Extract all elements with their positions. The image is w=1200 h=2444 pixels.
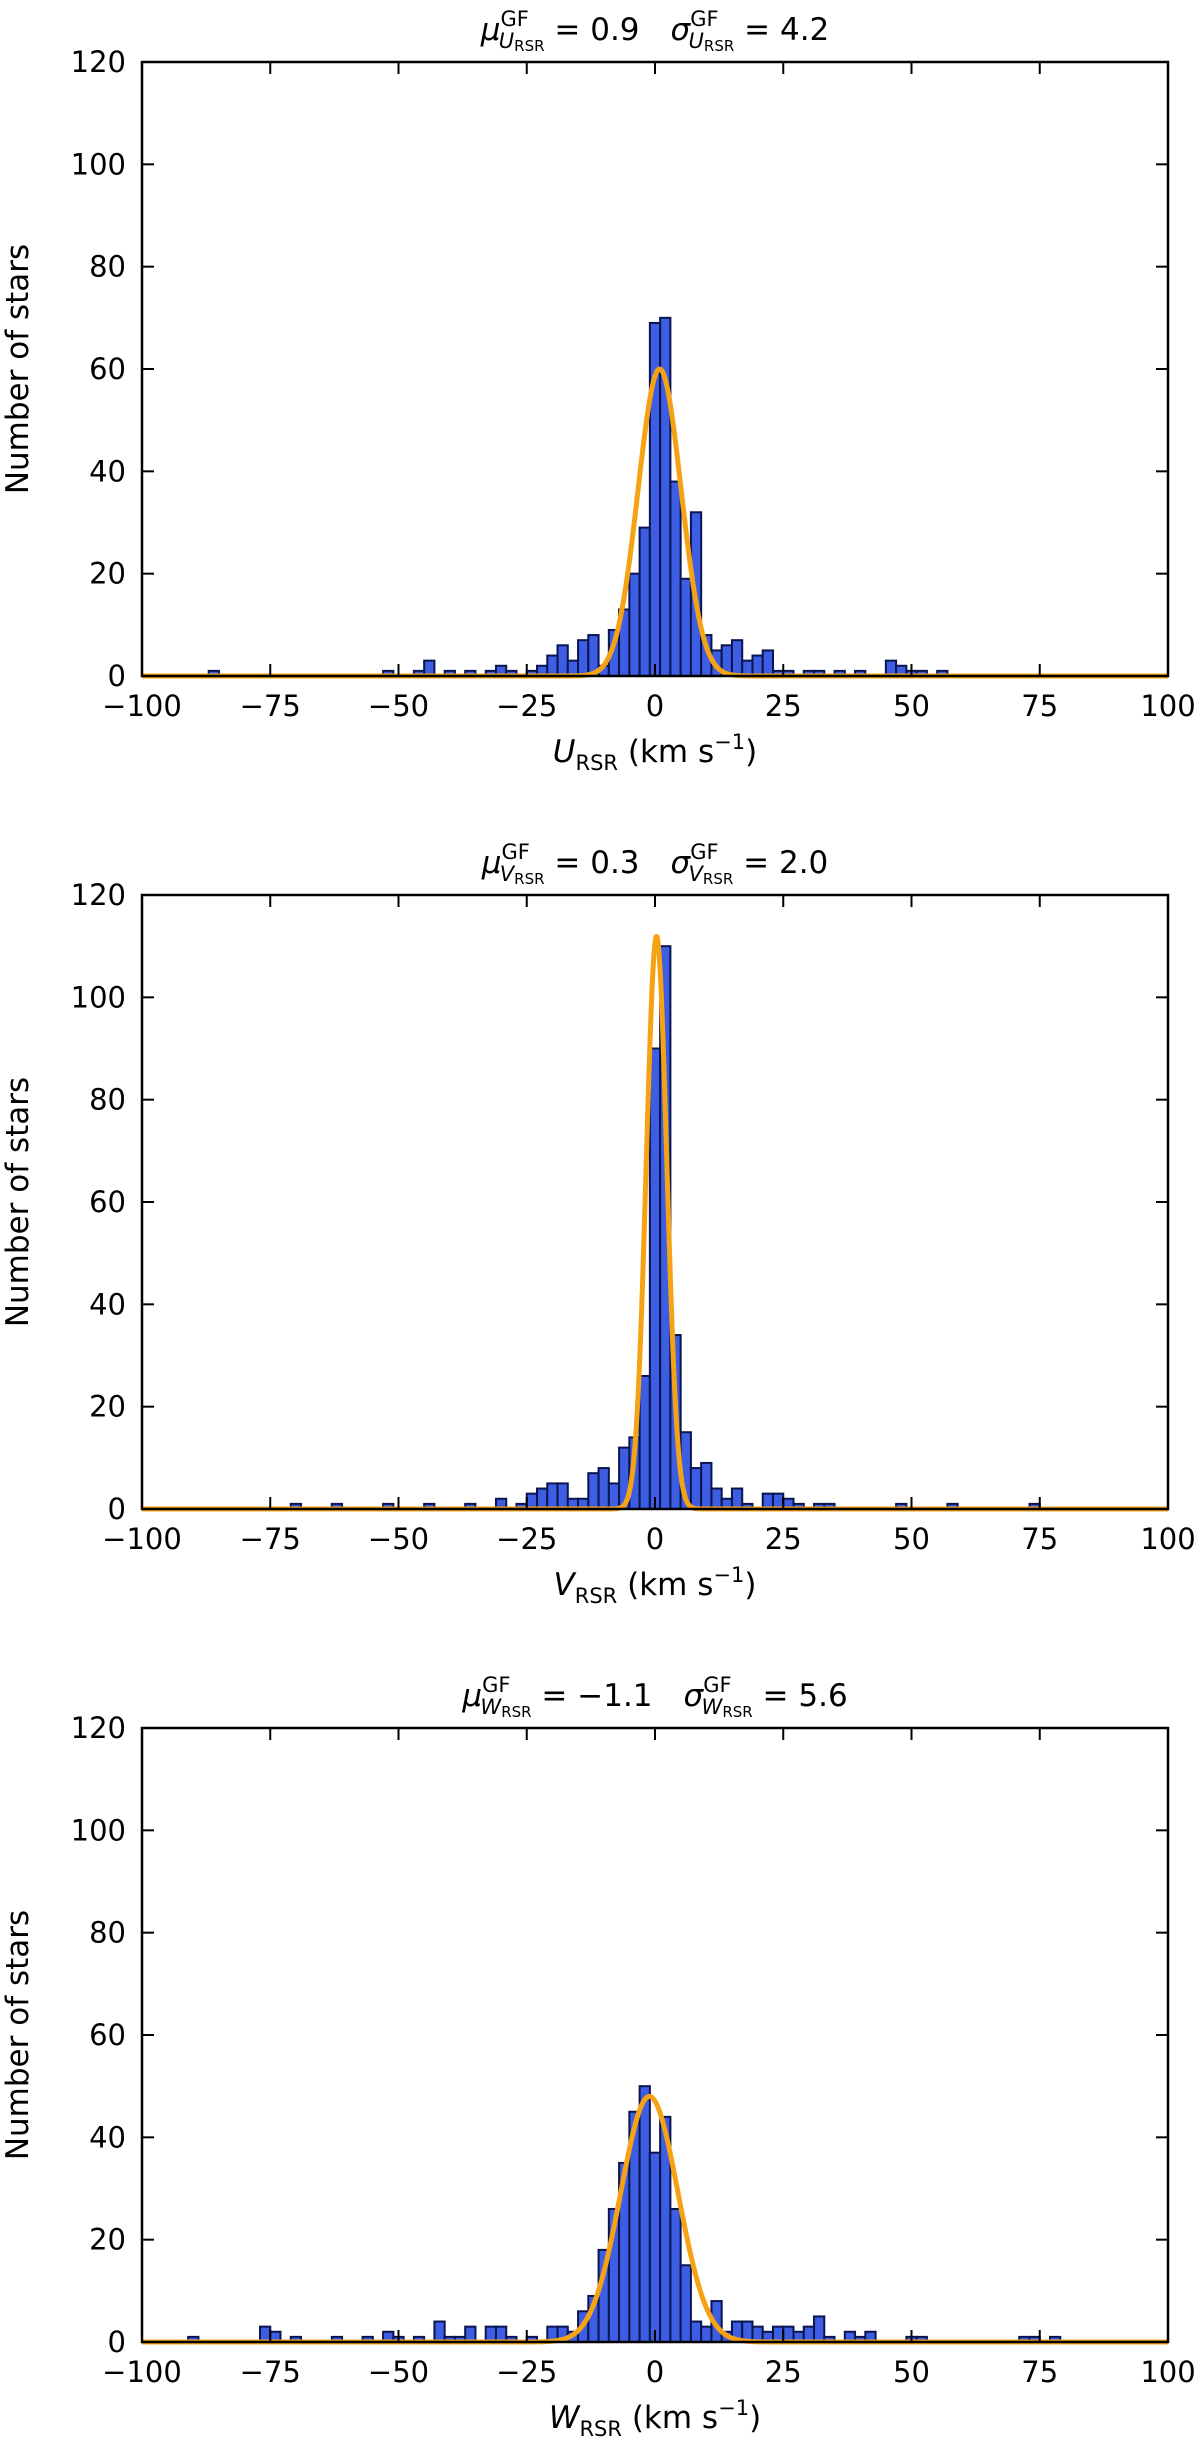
x-tick-label: 25 xyxy=(765,1522,802,1556)
histogram-bar xyxy=(669,480,682,677)
y-tick-label: 0 xyxy=(108,2325,126,2359)
x-tick-label: −50 xyxy=(368,689,429,723)
histogram-bar xyxy=(556,1482,569,1511)
histogram-bar xyxy=(587,1472,600,1511)
x-tick-label: −75 xyxy=(240,1522,301,1556)
y-tick-label: 20 xyxy=(89,1390,126,1424)
histogram-bar xyxy=(546,654,559,678)
x-tick-label: −25 xyxy=(496,2355,557,2389)
x-tick-label: −75 xyxy=(240,689,301,723)
y-tick-label: 40 xyxy=(89,454,126,488)
x-tick-label: 100 xyxy=(1140,689,1195,723)
x-tick-label: 25 xyxy=(765,689,802,723)
y-tick-label: 20 xyxy=(89,557,126,591)
x-axis-label: URSR (km s−1) xyxy=(553,730,757,775)
y-tick-label: 120 xyxy=(71,45,126,79)
y-tick-label: 80 xyxy=(89,1916,126,1950)
x-tick-label: −50 xyxy=(368,2355,429,2389)
histogram-bar xyxy=(730,1487,744,1511)
y-tick-label: 120 xyxy=(71,878,126,912)
y-tick-label: 60 xyxy=(89,352,126,386)
x-tick-label: 75 xyxy=(1021,2355,1058,2389)
x-tick-label: 100 xyxy=(1140,1522,1195,1556)
histogram-bar xyxy=(751,654,764,678)
histogram-bar xyxy=(577,639,590,677)
histogram-bar xyxy=(556,644,569,677)
y-tick-label: 100 xyxy=(71,1813,126,1847)
x-tick-label: 75 xyxy=(1021,1522,1058,1556)
x-tick-label: 50 xyxy=(893,2355,930,2389)
panel-title: μGF URSR = 0.9 σGF URSR = 4.2 xyxy=(480,7,830,55)
y-tick-label: 100 xyxy=(71,147,126,181)
histogram-bar xyxy=(597,1467,610,1510)
histogram-bar xyxy=(638,2085,651,2343)
histogram-bar xyxy=(689,1467,703,1510)
y-tick-label: 40 xyxy=(89,1287,126,1321)
y-tick-label: 80 xyxy=(89,250,126,284)
y-tick-label: 0 xyxy=(108,659,126,693)
histogram-panel-2: −100 −75 −50 −25 0 25 50 75 100 0 20 40 60 80 100 120 Nu… xyxy=(0,840,1196,1608)
x-tick-label: −100 xyxy=(102,2355,182,2389)
histogram-bar xyxy=(689,2320,703,2344)
x-tick-label: −25 xyxy=(496,1522,557,1556)
y-tick-label: 60 xyxy=(89,2018,126,2052)
histogram-bars xyxy=(187,2085,1062,2344)
x-tick-label: 75 xyxy=(1021,689,1058,723)
histogram-bar xyxy=(730,639,744,677)
histogram-bars xyxy=(207,316,949,678)
histogram-bar xyxy=(546,1482,559,1511)
histogram-bar xyxy=(700,1461,713,1510)
x-tick-label: 0 xyxy=(646,2355,664,2389)
y-tick-label: 0 xyxy=(108,1492,126,1526)
x-tick-label: −25 xyxy=(496,689,557,723)
histogram-panel-3: −100 −75 −50 −25 0 25 50 75 100 0 20 40 60 80 100 120 Nu… xyxy=(0,1673,1196,2441)
x-axis-label: WRSR (km s−1) xyxy=(549,2396,761,2441)
histogram-bar xyxy=(607,1482,621,1511)
x-tick-label: −75 xyxy=(240,2355,301,2389)
y-tick-label: 80 xyxy=(89,1083,126,1117)
histogram-bar xyxy=(638,526,651,677)
histogram-bars xyxy=(289,945,1041,1511)
panel-title: μGF VRSR = 0.3 σGF VRSR = 2.0 xyxy=(481,840,829,888)
histogram-bar xyxy=(679,577,692,678)
x-tick-label: 50 xyxy=(893,689,930,723)
histogram-bar xyxy=(710,1487,723,1511)
y-tick-label: 120 xyxy=(71,1711,126,1745)
x-tick-label: 0 xyxy=(646,689,664,723)
x-tick-label: −50 xyxy=(368,1522,429,1556)
histogram-bar xyxy=(761,649,774,677)
histogram-bar xyxy=(648,1047,662,1510)
x-tick-label: −100 xyxy=(102,689,182,723)
x-tick-label: −100 xyxy=(102,1522,182,1556)
histogram-bar xyxy=(700,2325,713,2343)
y-tick-label: 20 xyxy=(89,2223,126,2257)
x-tick-label: 100 xyxy=(1140,2355,1195,2389)
y-tick-label: 100 xyxy=(71,980,126,1014)
y-axis-label: Number of stars xyxy=(0,1910,36,2160)
x-tick-label: 25 xyxy=(765,2355,802,2389)
histogram-bar xyxy=(628,572,641,677)
panel-title: μGF WRSR = −1.1 σGF WRSR = 5.6 xyxy=(461,1673,847,1721)
histogram-bar xyxy=(648,2151,662,2343)
histogram-bar xyxy=(669,2207,682,2343)
x-axis-label: VRSR (km s−1) xyxy=(554,1563,757,1608)
histogram-bar xyxy=(433,2320,446,2344)
histogram-bar xyxy=(536,1487,549,1511)
y-axis-label: Number of stars xyxy=(0,1077,36,1327)
histogram-bar xyxy=(813,2315,826,2343)
histogram-panel-1: −100 −75 −50 −25 0 25 50 75 100 0 20 40 60 80 100 120 Nu… xyxy=(0,7,1196,775)
y-axis-label: Number of stars xyxy=(0,244,36,494)
x-tick-label: 50 xyxy=(893,1522,930,1556)
y-tick-label: 60 xyxy=(89,1185,126,1219)
y-tick-label: 40 xyxy=(89,2120,126,2154)
histogram-bar xyxy=(679,2264,692,2343)
histogram-bar xyxy=(638,1374,651,1510)
x-tick-label: 0 xyxy=(646,1522,664,1556)
